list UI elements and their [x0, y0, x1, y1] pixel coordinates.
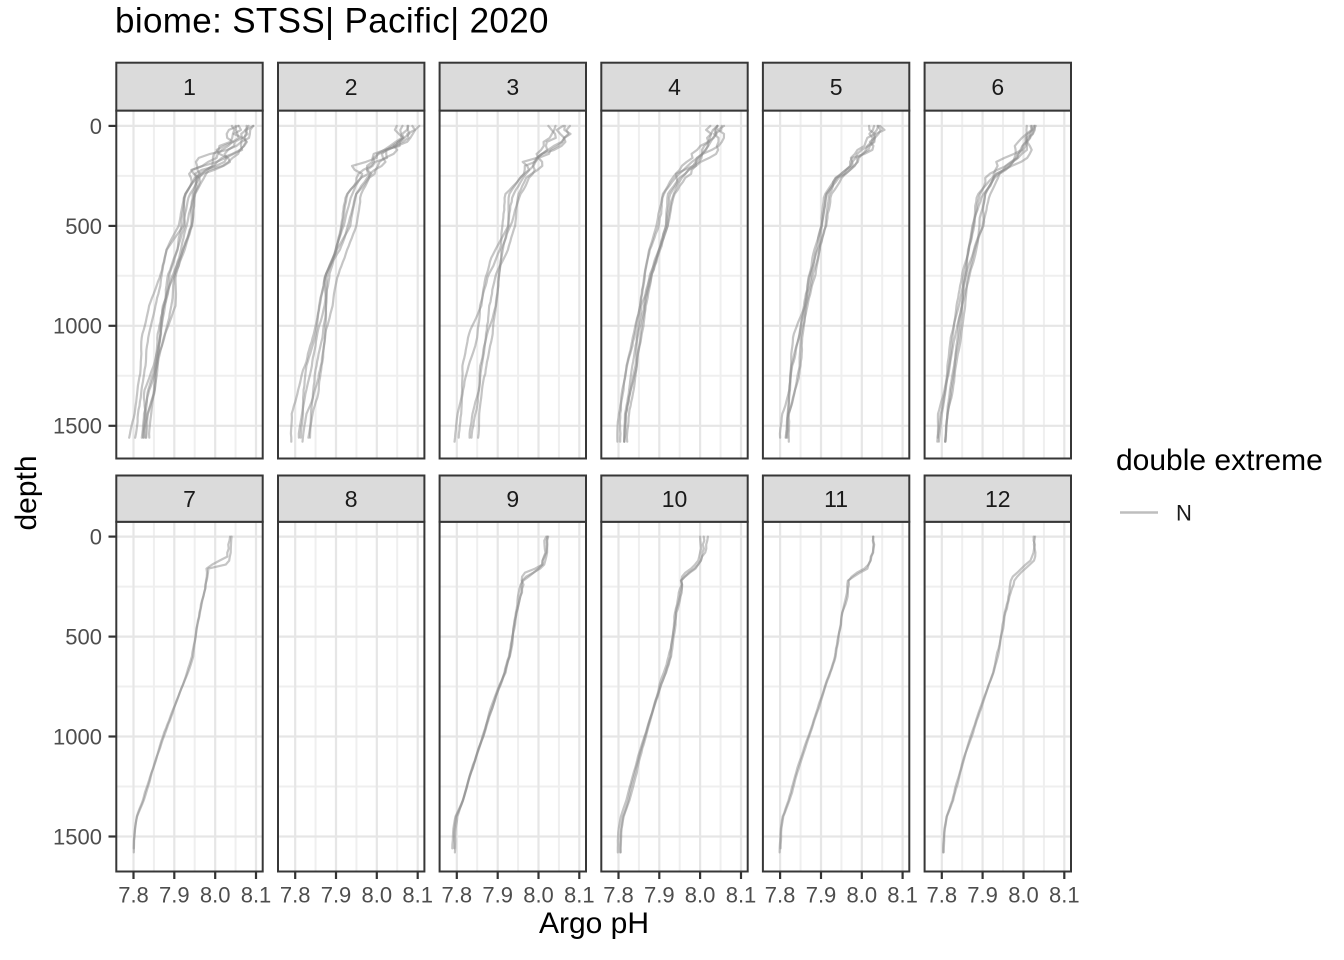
- svg-text:6: 6: [991, 74, 1004, 100]
- svg-text:7.9: 7.9: [482, 883, 513, 908]
- svg-text:1: 1: [183, 74, 196, 100]
- svg-text:1000: 1000: [53, 314, 102, 339]
- svg-text:0: 0: [90, 525, 102, 550]
- svg-text:1500: 1500: [53, 824, 102, 849]
- svg-text:8.1: 8.1: [241, 883, 272, 908]
- svg-text:8.1: 8.1: [726, 883, 757, 908]
- svg-text:7.8: 7.8: [442, 883, 473, 908]
- svg-text:8.0: 8.0: [523, 883, 554, 908]
- svg-text:N: N: [1176, 501, 1192, 526]
- svg-text:double extreme: double extreme: [1116, 444, 1323, 477]
- svg-text:8.0: 8.0: [685, 883, 716, 908]
- svg-text:5: 5: [830, 74, 843, 100]
- svg-text:7.9: 7.9: [644, 883, 675, 908]
- svg-text:7.9: 7.9: [806, 883, 837, 908]
- svg-text:8.0: 8.0: [1008, 883, 1039, 908]
- svg-text:4: 4: [668, 74, 681, 100]
- svg-text:8.0: 8.0: [847, 883, 878, 908]
- svg-text:Argo pH: Argo pH: [539, 907, 649, 940]
- svg-text:7.8: 7.8: [765, 883, 796, 908]
- svg-text:500: 500: [65, 214, 102, 239]
- svg-text:8.1: 8.1: [1049, 883, 1080, 908]
- svg-text:3: 3: [506, 74, 519, 100]
- svg-text:7.9: 7.9: [967, 883, 998, 908]
- svg-text:depth: depth: [10, 455, 43, 530]
- svg-text:7.9: 7.9: [159, 883, 190, 908]
- svg-text:7.9: 7.9: [321, 883, 352, 908]
- svg-text:2: 2: [345, 74, 358, 100]
- svg-text:8.1: 8.1: [402, 883, 433, 908]
- svg-text:biome: STSS| Pacific| 2020: biome: STSS| Pacific| 2020: [115, 1, 549, 40]
- svg-text:8.0: 8.0: [200, 883, 231, 908]
- svg-text:8: 8: [345, 486, 358, 512]
- svg-text:7.8: 7.8: [118, 883, 149, 908]
- svg-text:500: 500: [65, 625, 102, 650]
- svg-text:8.0: 8.0: [362, 883, 393, 908]
- svg-text:8.1: 8.1: [564, 883, 595, 908]
- svg-text:11: 11: [824, 486, 848, 512]
- svg-text:7.8: 7.8: [603, 883, 634, 908]
- svg-text:7.8: 7.8: [280, 883, 311, 908]
- svg-text:10: 10: [662, 486, 688, 512]
- svg-text:9: 9: [506, 486, 519, 512]
- svg-text:1000: 1000: [53, 724, 102, 749]
- svg-text:8.1: 8.1: [887, 883, 918, 908]
- svg-text:12: 12: [985, 486, 1011, 512]
- svg-text:0: 0: [90, 114, 102, 139]
- svg-text:7.8: 7.8: [927, 883, 958, 908]
- svg-text:1500: 1500: [53, 414, 102, 439]
- svg-text:7: 7: [183, 486, 196, 512]
